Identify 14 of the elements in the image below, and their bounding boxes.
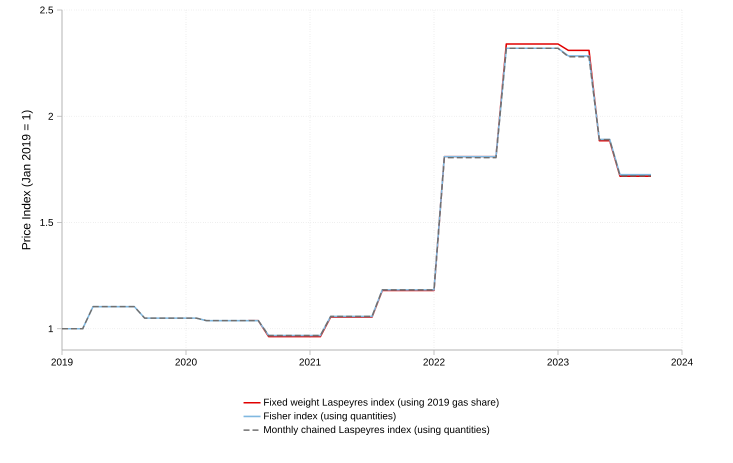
y-tick-label: 2	[48, 112, 54, 120]
y-tick-label: 1.5	[40, 219, 54, 226]
y-axis-title: Price Index (Jan 2019 = 1)	[22, 110, 33, 250]
legend-label: Fisher index (using quantities)	[264, 412, 396, 422]
x-tick-label: 2021	[299, 358, 321, 366]
x-tick-label: 2024	[671, 358, 693, 366]
legend-label: Monthly chained Laspeyres index (using quantities)	[264, 426, 490, 436]
x-tick-label: 2023	[547, 358, 569, 366]
legend-label: Fixed weight Laspeyres index (using 2019 gas share)	[264, 398, 499, 408]
x-tick-label: 2019	[51, 358, 73, 366]
y-tick-label: 1	[48, 325, 54, 332]
x-tick-label: 2022	[423, 358, 445, 366]
y-tick-label: 2.5	[40, 6, 54, 14]
x-tick-label: 2020	[175, 358, 197, 366]
